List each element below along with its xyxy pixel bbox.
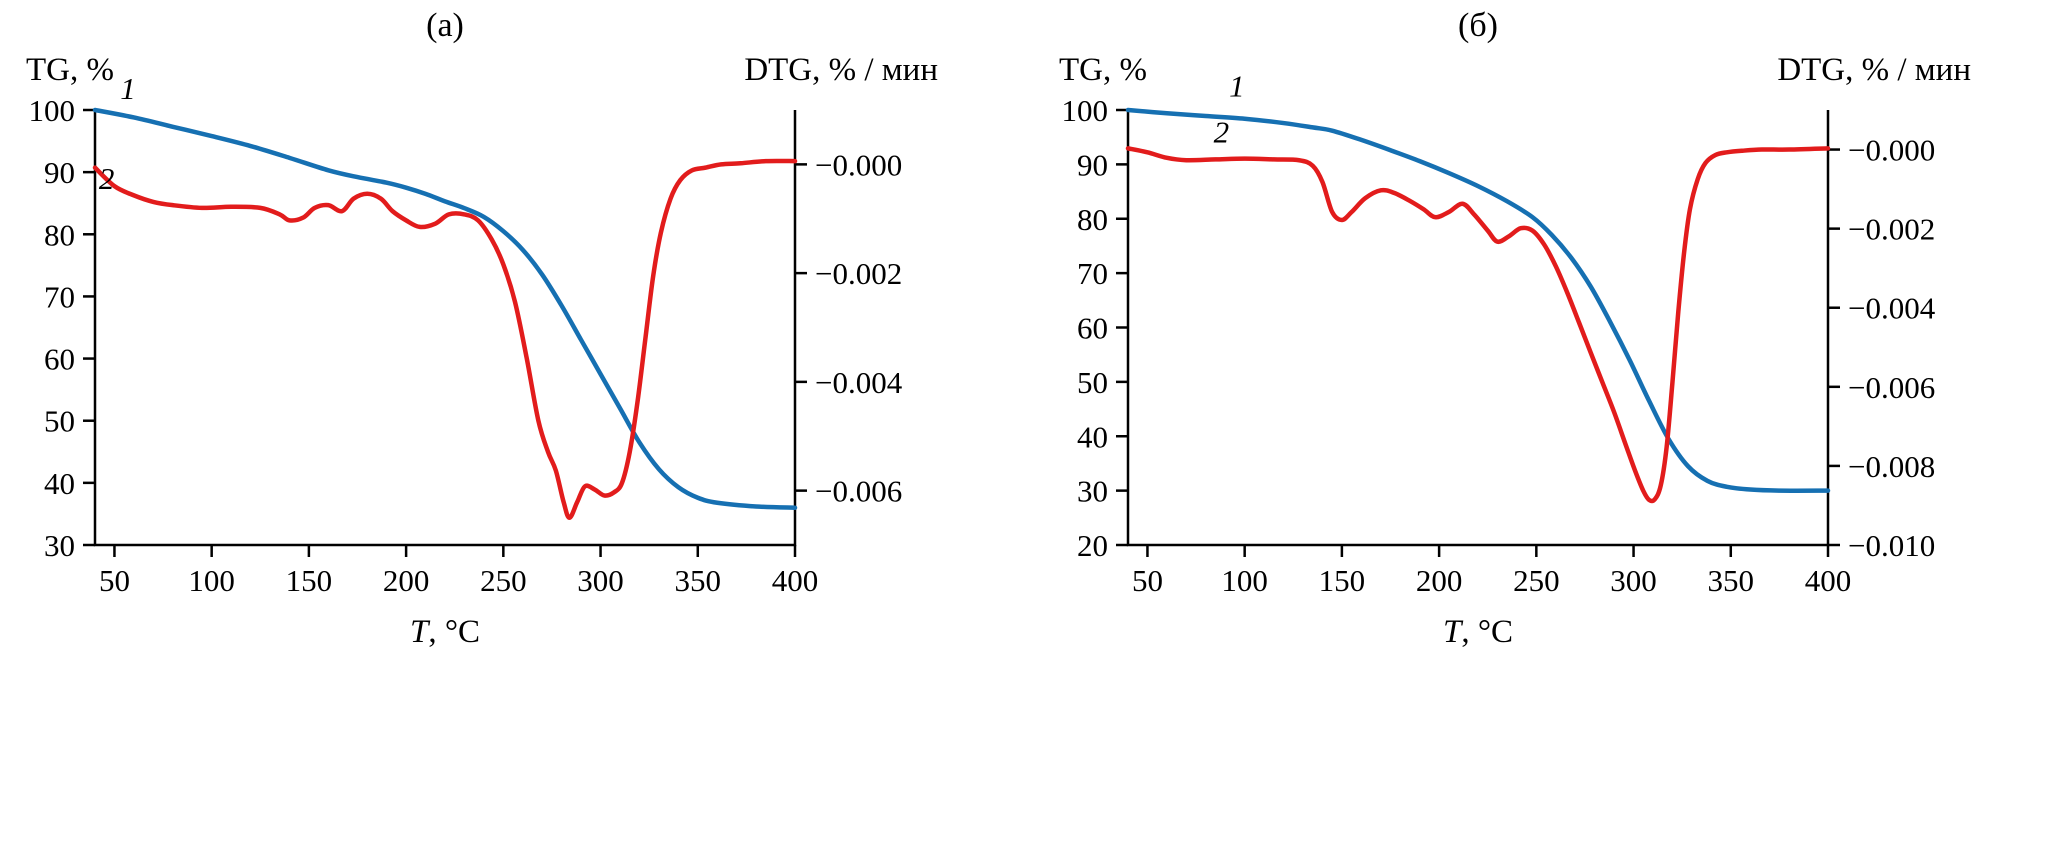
right-y-tick-label: −0.000: [1848, 133, 1935, 168]
x-tick-label: 250: [480, 563, 527, 598]
right-y-tick-label: −0.004: [1848, 291, 1936, 326]
panel-b-chart: (б) TG, % DTG, % / мин T, °C 20 30 40 50 60 7…: [1059, 7, 1971, 650]
right-y-tick-label: −0.006: [1848, 370, 1935, 405]
axis-frame: [93, 110, 797, 547]
panel-a-plot-area: 30 40 50 60 70 80 90 100 50 100 150 200 250 300 350 400…: [29, 71, 903, 598]
x-axis-unit: , °C: [1461, 614, 1513, 650]
x-tick-label: 250: [1513, 563, 1560, 598]
curve-number-label: 1: [120, 71, 136, 106]
left-y-tick-label: 90: [1077, 147, 1108, 182]
panel-a-chart: (а) TG, % DTG, % / мин T, °C 30 40 50 60 70 8…: [26, 7, 938, 650]
left-y-tick-label: 100: [1062, 93, 1109, 128]
left-y-tick-label: 30: [44, 528, 75, 563]
x-tick-label: 300: [577, 563, 624, 598]
left-y-tick-label: 100: [29, 93, 76, 128]
panel-b-x-axis-label: T, °C: [1443, 614, 1513, 650]
x-axis-symbol: T: [1443, 614, 1464, 650]
panel-a-title: (а): [426, 7, 464, 44]
right-y-tick-label: −0.004: [815, 365, 903, 400]
right-y-tick-label: −0.010: [1848, 528, 1935, 563]
x-tick-label: 150: [1319, 563, 1366, 598]
left-y-tick-label: 40: [1077, 419, 1108, 454]
left-y-tick-label: 60: [44, 342, 75, 377]
x-tick-label: 200: [1416, 563, 1463, 598]
x-tick-label: 100: [188, 563, 235, 598]
x-axis-unit: , °C: [428, 614, 480, 650]
panel-a-x-axis-label: T, °C: [410, 614, 480, 650]
tg-curve: [1125, 107, 1831, 493]
curve-number-label: 2: [1214, 115, 1230, 150]
tg-curve: [92, 107, 798, 510]
left-y-tick-label: 60: [1077, 311, 1108, 346]
left-y-tick-label: 50: [1077, 365, 1108, 400]
right-y-tick-label: −0.006: [815, 474, 902, 509]
panel-a-left-axis-label: TG, %: [26, 52, 114, 88]
x-tick-label: 350: [675, 563, 722, 598]
panel-b: (б) TG, % DTG, % / мин T, °C 20 30 40 50 60 7…: [1033, 0, 2066, 855]
x-tick-label: 100: [1221, 563, 1268, 598]
right-y-tick-label: −0.008: [1848, 449, 1935, 484]
x-tick-label: 400: [1805, 563, 1852, 598]
panel-a-right-axis-label: DTG, % / мин: [744, 52, 938, 88]
panel-b-title: (б): [1458, 7, 1498, 44]
panel-b-left-axis-label: TG, %: [1059, 52, 1147, 88]
left-y-tick-label: 20: [1077, 528, 1108, 563]
left-y-tick-label: 80: [1077, 202, 1108, 237]
x-axis-symbol: T: [410, 614, 431, 650]
right-y-tick-label: −0.000: [815, 147, 902, 182]
left-y-tick-label: 80: [44, 217, 75, 252]
x-tick-label: 350: [1708, 563, 1755, 598]
right-y-tick-label: −0.002: [815, 256, 902, 291]
x-tick-label: 150: [286, 563, 333, 598]
x-tick-label: 400: [772, 563, 819, 598]
x-tick-label: 300: [1610, 563, 1657, 598]
x-tick-label: 50: [99, 563, 130, 598]
left-y-tick-label: 70: [44, 279, 75, 314]
dtg-curve: [92, 158, 798, 521]
right-y-tick-label: −0.002: [1848, 212, 1935, 247]
panel-b-right-axis-label: DTG, % / мин: [1777, 52, 1971, 88]
left-y-tick-label: 70: [1077, 256, 1108, 291]
panel-b-plot-area: 20 30 40 50 60 70 80 90 100 50 100 150 200 250 300 350 4…: [1062, 68, 1936, 598]
axis-frame: [1126, 110, 1830, 547]
curve-number-label: 2: [99, 161, 115, 196]
left-y-tick-label: 90: [44, 155, 75, 190]
x-tick-label: 50: [1132, 563, 1163, 598]
panel-a: (а) TG, % DTG, % / мин T, °C 30 40 50 60 70 8…: [0, 0, 1033, 855]
left-y-tick-label: 50: [44, 404, 75, 439]
left-y-tick-label: 30: [1077, 474, 1108, 509]
dtg-curve: [1125, 146, 1831, 504]
left-y-tick-label: 40: [44, 466, 75, 501]
curve-number-label: 1: [1229, 68, 1245, 103]
x-tick-label: 200: [383, 563, 430, 598]
